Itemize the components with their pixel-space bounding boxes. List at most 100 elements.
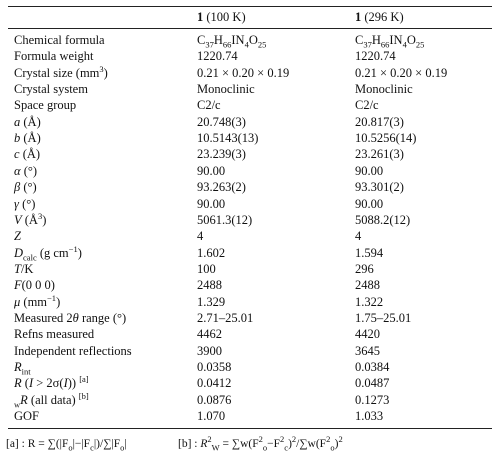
- text-run-sub: calc: [23, 252, 37, 263]
- cell-value: 5088.2(12): [355, 213, 410, 227]
- row-label: Measured 2θ range (°): [14, 311, 126, 325]
- cell-value: 2.71–25.01: [197, 311, 253, 325]
- text: 23.239(3): [197, 147, 246, 162]
- cell-value: 90.00: [197, 197, 225, 211]
- text: 0.0876: [197, 392, 232, 407]
- text: 1.329: [197, 294, 226, 309]
- row-label: Space group: [14, 98, 76, 112]
- text-run-sub: 25: [415, 39, 425, 50]
- cell-value: 4420: [355, 327, 380, 341]
- cell-value: 1220.74: [355, 49, 396, 63]
- cell-value: 1.75–25.01: [355, 311, 411, 325]
- text-run-italic: I: [63, 376, 68, 391]
- text-run: Measured 2: [14, 310, 73, 325]
- row-label: c (Å): [14, 147, 40, 161]
- row-label: b (Å): [14, 131, 41, 145]
- text-run-sup: 3: [37, 210, 43, 221]
- row-label: Rint: [14, 360, 31, 377]
- text: 1.322: [355, 294, 384, 309]
- text-run-italic: Z: [14, 229, 21, 244]
- text-run-sub: 37: [363, 39, 372, 50]
- text-run-sup: 2: [280, 434, 285, 445]
- text: 4: [197, 229, 204, 244]
- text: 0.21 × 0.20 × 0.19: [197, 65, 290, 80]
- cell-value: 1.322: [355, 295, 383, 309]
- text-run: (all data): [27, 392, 79, 407]
- cell-value: C37H66IN4O25: [355, 33, 425, 50]
- text-run: (°): [20, 163, 38, 178]
- text: 1220.74: [355, 49, 396, 64]
- text-run: /K: [20, 261, 34, 276]
- text-run: C: [355, 33, 364, 47]
- cell-value: 20.817(3): [355, 115, 404, 129]
- text-run: (°): [18, 196, 36, 211]
- cell-value: 23.261(3): [355, 147, 404, 161]
- cell-value: 0.0412: [197, 376, 231, 390]
- text: 296: [355, 261, 374, 276]
- text-run-sub: int: [21, 366, 31, 377]
- text: C2/c: [197, 98, 221, 113]
- text: 100: [197, 261, 216, 276]
- text-run-sub: o: [120, 442, 125, 453]
- cell-value: 0.1273: [355, 393, 389, 407]
- cell-value: 0.0487: [355, 376, 389, 390]
- text-run: ): [334, 438, 339, 450]
- text-run-italic: R: [14, 360, 22, 374]
- text: Monoclinic: [355, 82, 413, 97]
- cell-value: 1.070: [197, 409, 225, 423]
- column-header: 1 (100 K): [197, 10, 246, 24]
- text-run-italic: V: [14, 212, 22, 227]
- text-run: > 2σ(: [33, 376, 64, 391]
- text: Formula weight: [14, 49, 94, 64]
- text-run: |: [124, 438, 127, 450]
- cell-value: 90.00: [197, 164, 225, 178]
- text: 10.5143(13): [197, 131, 259, 146]
- text-run: (: [21, 376, 29, 391]
- row-label: Chemical formula: [14, 33, 105, 47]
- row-label: R (I > 2σ(I)) [a]: [14, 375, 89, 391]
- text-run-sub: 37: [205, 39, 214, 50]
- text: 20.748(3): [197, 114, 246, 129]
- text-run: ): [42, 212, 47, 227]
- text: 4462: [197, 327, 222, 342]
- text: 0.21 × 0.20 × 0.19: [355, 65, 448, 80]
- text-run: O: [248, 33, 258, 47]
- text: C2/c: [355, 98, 379, 113]
- text-run-sub: 4: [402, 39, 407, 50]
- text: Chemical formula: [14, 33, 105, 47]
- text: 4420: [355, 327, 380, 342]
- text-run-sub: W: [211, 442, 220, 453]
- text-run: (0 0 0): [21, 278, 55, 293]
- text: Independent reflections: [14, 343, 132, 358]
- text-run: O: [406, 33, 416, 47]
- cell-value: 5061.3(12): [197, 213, 252, 227]
- column-header: 1 (296 K): [355, 10, 404, 24]
- cell-value: 10.5256(14): [355, 131, 416, 145]
- text-run: C: [197, 33, 206, 47]
- text: GOF: [14, 409, 40, 424]
- text-run-sub: c: [90, 442, 94, 453]
- text-run-italic: α: [14, 163, 21, 178]
- text-run-italic: θ: [72, 310, 79, 325]
- row-label: μ (mm−1): [14, 293, 60, 308]
- text-run: )): [67, 376, 80, 391]
- text-run-italic: I: [28, 376, 34, 391]
- text-run: IN: [231, 33, 245, 47]
- row-label: Independent reflections: [14, 344, 132, 358]
- cell-value: 1.033: [355, 409, 383, 423]
- bottom-rule: [8, 428, 492, 429]
- text-run: (Å: [21, 212, 38, 227]
- text-run-bold: 1: [355, 10, 362, 24]
- cell-value: 0.0358: [197, 360, 231, 374]
- text-run-italic: γ: [14, 196, 19, 211]
- row-label: T/K: [14, 262, 33, 276]
- text-run: (Å): [19, 147, 41, 162]
- cell-value: 2488: [197, 278, 222, 292]
- text: 1220.74: [197, 49, 238, 64]
- text: 90.00: [355, 196, 384, 211]
- cell-value: Monoclinic: [355, 82, 413, 96]
- row-label: α (°): [14, 164, 37, 178]
- cell-value: 93.263(2): [197, 180, 246, 194]
- header-rule: [8, 28, 492, 29]
